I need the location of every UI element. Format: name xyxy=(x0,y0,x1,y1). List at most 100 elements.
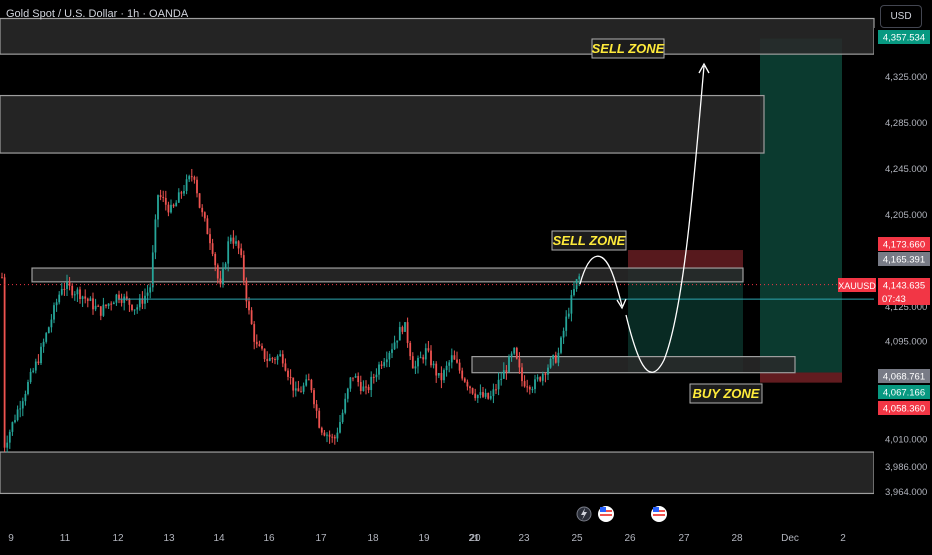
candle-body xyxy=(167,204,170,213)
currency-button[interactable]: USD xyxy=(880,5,922,28)
price-axis[interactable] xyxy=(874,28,932,523)
candle-body xyxy=(128,298,131,305)
x-tick-label: 11 xyxy=(60,533,71,544)
candle-body xyxy=(45,333,48,342)
x-tick-label: 17 xyxy=(315,533,327,544)
candle-body xyxy=(29,371,32,382)
candle-body xyxy=(326,434,328,436)
candle-body xyxy=(261,345,263,349)
candle-body xyxy=(315,404,318,411)
candle-body xyxy=(27,381,29,394)
target-zone xyxy=(760,38,842,373)
candle-body xyxy=(352,377,354,379)
candle-body xyxy=(107,303,110,307)
candle-body xyxy=(383,362,386,366)
x-tick-label: 18 xyxy=(367,533,379,544)
candle-body xyxy=(393,342,396,350)
candle-body xyxy=(14,420,16,423)
sell-zone-label-top-box xyxy=(591,38,665,59)
candle-body xyxy=(66,282,68,290)
candle-body xyxy=(500,378,503,380)
candle-body xyxy=(552,355,555,359)
candle-body xyxy=(378,364,380,375)
candle-body xyxy=(398,327,401,341)
candle-body xyxy=(547,367,549,375)
price-tag-bg xyxy=(878,369,930,383)
candle-body xyxy=(177,192,180,203)
candle-body xyxy=(211,243,214,254)
candle-body xyxy=(526,386,529,388)
candle-body xyxy=(435,363,438,376)
candle-body xyxy=(235,241,237,244)
candle-body xyxy=(310,379,313,391)
candle-body xyxy=(274,359,276,361)
candle-body xyxy=(258,344,261,346)
chart-title: Gold Spot / U.S. Dollar · 1h · OANDA xyxy=(6,8,189,20)
candle-body xyxy=(34,361,37,371)
candle-body xyxy=(206,218,209,235)
candle-body xyxy=(180,192,183,194)
candle-body xyxy=(198,193,201,208)
candle-body xyxy=(21,401,24,409)
candle-body xyxy=(138,298,141,308)
candle-body xyxy=(549,358,552,368)
candle-body xyxy=(344,398,347,413)
candle-body xyxy=(479,392,482,396)
symbol-tag-bg xyxy=(838,278,876,292)
candle-body xyxy=(16,409,19,421)
price-tag-stop: 4,058.360 xyxy=(883,404,925,415)
candle-body xyxy=(79,289,81,300)
candle-body xyxy=(411,356,414,369)
symbol-tag: XAUUSD xyxy=(838,281,876,291)
candle-body xyxy=(219,278,222,285)
candle-body xyxy=(141,298,144,304)
candle-body xyxy=(71,285,74,296)
candle-body xyxy=(229,237,232,242)
candle-body xyxy=(276,356,279,360)
candle-body xyxy=(136,307,139,310)
y-tick-label: 4,325.000 xyxy=(885,72,927,83)
candle-body xyxy=(188,176,191,180)
us-flag-icon-stripe xyxy=(653,514,665,516)
candle-body xyxy=(24,393,27,402)
candle-body xyxy=(391,349,393,353)
flash-icon-glyph xyxy=(581,508,587,520)
candle-body xyxy=(185,179,188,192)
candle-body xyxy=(237,241,240,249)
candle-body xyxy=(414,366,417,369)
candle-body xyxy=(380,364,383,366)
candle-body xyxy=(112,302,115,305)
candle-body xyxy=(164,197,167,205)
candle-body xyxy=(573,289,575,296)
candle-body xyxy=(567,313,570,317)
candle-body xyxy=(409,342,412,357)
price-zone xyxy=(31,267,744,283)
candle-body xyxy=(133,309,136,311)
candle-body xyxy=(318,410,321,428)
candle-body xyxy=(541,373,544,381)
x-tick-label: 21 xyxy=(468,533,480,544)
candle-body xyxy=(60,288,63,295)
candle-body xyxy=(209,234,211,244)
candle-body xyxy=(443,370,445,381)
x-tick-label: 13 xyxy=(163,533,175,544)
candle-body xyxy=(497,379,500,390)
candle-body xyxy=(422,357,425,360)
candle-body xyxy=(255,341,258,345)
candle-body xyxy=(92,298,94,310)
candle-body xyxy=(531,389,534,391)
candle-body xyxy=(50,319,53,328)
x-tick-label: 25 xyxy=(571,533,583,544)
y-tick-label: 4,285.000 xyxy=(885,118,927,129)
candle-body xyxy=(144,295,146,304)
candle-body xyxy=(539,377,542,381)
candle-body xyxy=(84,296,87,299)
candle-body xyxy=(333,436,336,439)
candle-body xyxy=(445,365,448,371)
x-tick-label: 19 xyxy=(418,533,430,544)
candle-body xyxy=(362,386,365,391)
candle-body xyxy=(404,322,406,332)
projection-path-2 xyxy=(625,65,705,373)
